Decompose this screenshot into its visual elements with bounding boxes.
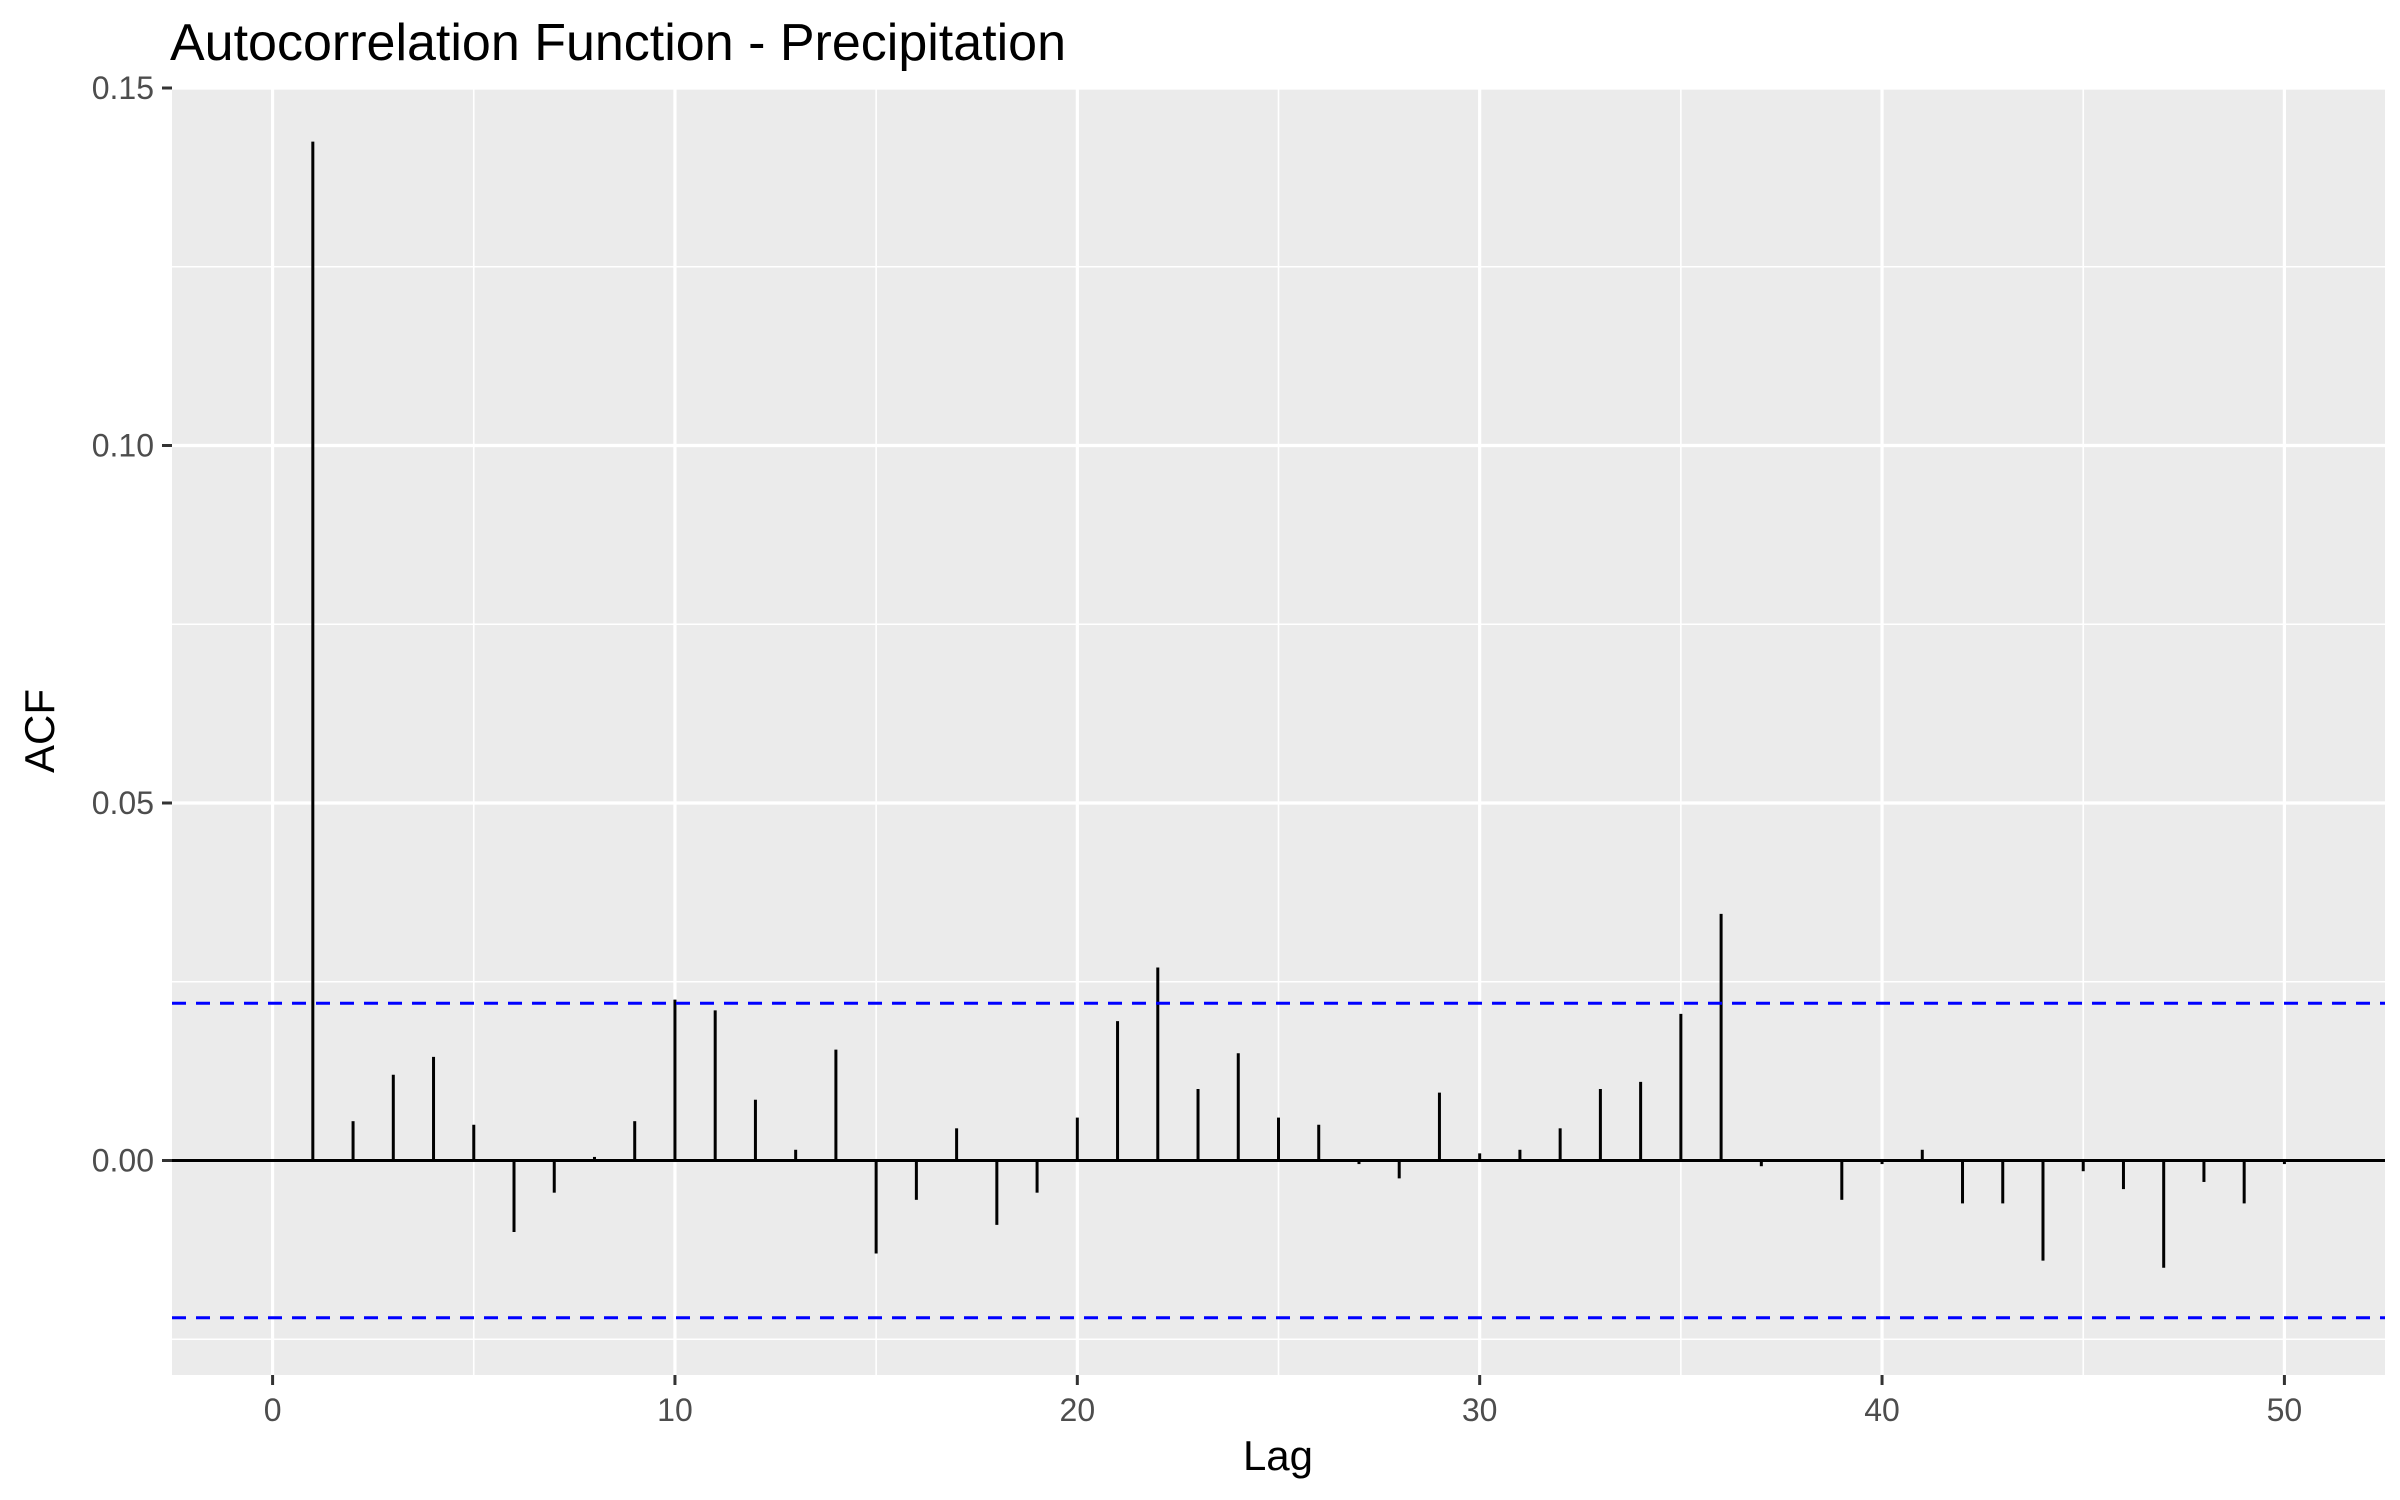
y-tick-label: 0.00 — [92, 1143, 154, 1179]
x-axis: 0 10 20 30 40 50 — [264, 1375, 2303, 1428]
x-tick-label: 40 — [1864, 1392, 1900, 1428]
x-tick-label: 50 — [2267, 1392, 2303, 1428]
x-axis-title: Lag — [1243, 1432, 1313, 1479]
x-tick-label: 30 — [1462, 1392, 1498, 1428]
x-tick-label: 10 — [657, 1392, 693, 1428]
y-tick-label: 0.10 — [92, 428, 154, 464]
grid-minor — [172, 88, 2385, 1375]
x-tick-label: 0 — [264, 1392, 282, 1428]
acf-segments — [311, 141, 2286, 1268]
confidence-bounds — [172, 1001, 2385, 1320]
chart-title: Autocorrelation Function - Precipitation — [170, 14, 1066, 72]
y-tick-label: 0.15 — [92, 70, 154, 106]
y-tick-label: 0.05 — [92, 785, 154, 821]
x-tick-label: 20 — [1060, 1392, 1096, 1428]
y-axis-title: ACF — [16, 689, 63, 773]
y-axis: 0.00 0.05 0.10 0.15 — [92, 70, 172, 1179]
